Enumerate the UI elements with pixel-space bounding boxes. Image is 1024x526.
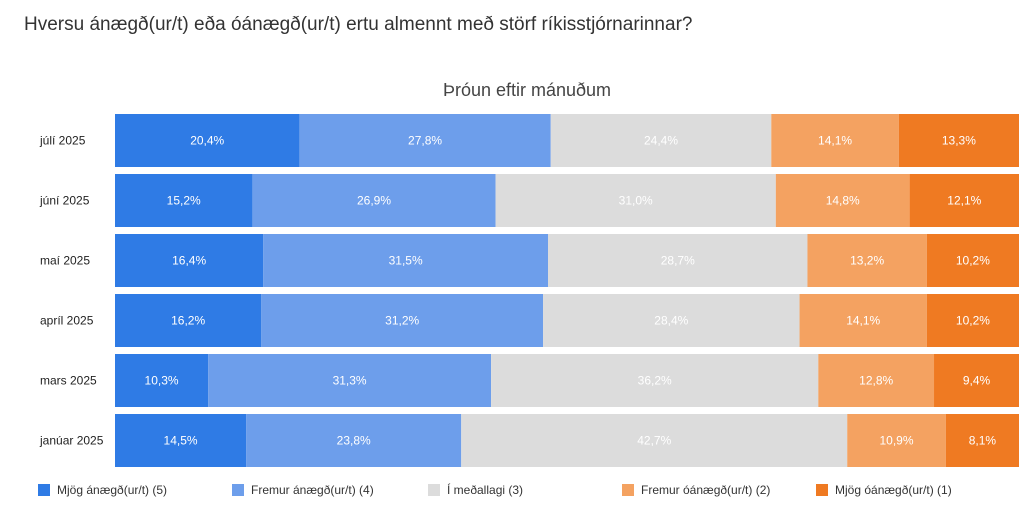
bar-value-label: 27,8% <box>408 134 442 148</box>
bar-value-label: 16,4% <box>172 254 206 268</box>
bar-value-label: 9,4% <box>963 374 991 388</box>
bar-segment <box>491 354 819 407</box>
survey-question: Hversu ánægð(ur/t) eða óánægð(ur/t) ertu… <box>24 14 693 35</box>
bar-segment <box>548 234 808 287</box>
legend-swatch <box>38 484 50 496</box>
bar-segment <box>898 114 1019 167</box>
bar-segment <box>909 174 1019 227</box>
bar-segment <box>115 174 253 227</box>
bar-value-label: 10,3% <box>145 374 179 388</box>
legend-item: Fremur óánægð(ur/t) (2) <box>622 483 770 497</box>
bar-row: 10,3% 31,3% 36,2% 12,8% 9,4% <box>115 354 1019 407</box>
bar-value-label: 14,5% <box>164 434 198 448</box>
bar-value-label: 12,1% <box>947 194 981 208</box>
bar-value-label: 10,2% <box>956 314 990 328</box>
legend-label: Fremur ánægð(ur/t) (4) <box>251 483 374 497</box>
legend-label: Fremur óánægð(ur/t) (2) <box>641 483 770 497</box>
legend-label: Mjög óánægð(ur/t) (1) <box>835 483 952 497</box>
bar-value-label: 16,2% <box>171 314 205 328</box>
category-label: apríl 2025 <box>40 314 94 328</box>
bar-value-label: 13,3% <box>942 134 976 148</box>
bars-group: 20,4% 27,8% 24,4% 14,1% 13,3% 15,2% 26,9% 31,0%… <box>115 114 1019 467</box>
bar-segment <box>550 114 772 167</box>
bar-value-label: 42,7% <box>637 434 671 448</box>
bar-value-label: 14,1% <box>818 134 852 148</box>
bar-row: 14,5% 23,8% 42,7% 10,9% 8,1% <box>115 414 1019 467</box>
bar-segment <box>299 114 551 167</box>
bar-value-label: 14,8% <box>826 194 860 208</box>
bar-row: 20,4% 27,8% 24,4% 14,1% 13,3% <box>115 114 1019 167</box>
bar-segment <box>115 294 262 347</box>
bar-value-label: 31,2% <box>385 314 419 328</box>
category-label: júlí 2025 <box>39 134 86 148</box>
bar-segment <box>926 234 1019 287</box>
bar-segment <box>252 174 496 227</box>
bar-value-label: 10,2% <box>956 254 990 268</box>
bar-value-label: 12,8% <box>859 374 893 388</box>
bar-segment <box>263 234 549 287</box>
legend-swatch <box>816 484 828 496</box>
bar-segment <box>115 414 247 467</box>
legend-label: Mjög ánægð(ur/t) (5) <box>57 483 167 497</box>
bar-segment <box>461 414 848 467</box>
legend: Mjög ánægð(ur/t) (5) Fremur ánægð(ur/t) (… <box>38 482 952 497</box>
bar-value-label: 31,5% <box>389 254 423 268</box>
bar-row: 16,2% 31,2% 28,4% 14,1% 10,2% <box>115 294 1019 347</box>
bar-segment <box>115 114 300 167</box>
bar-value-label: 31,0% <box>619 194 653 208</box>
chart-title: Þróun eftir mánuðum <box>443 80 611 100</box>
bar-value-label: 28,4% <box>654 314 688 328</box>
bar-value-label: 13,2% <box>850 254 884 268</box>
legend-label: Í meðallagi (3) <box>447 482 523 497</box>
legend-swatch <box>622 484 634 496</box>
bar-segment <box>945 414 1019 467</box>
legend-item: Mjög óánægð(ur/t) (1) <box>816 483 952 497</box>
bar-segment <box>543 294 800 347</box>
bar-segment <box>115 234 264 287</box>
bar-segment <box>261 294 544 347</box>
bar-value-label: 15,2% <box>167 194 201 208</box>
bar-value-label: 23,8% <box>337 434 371 448</box>
bar-segment <box>208 354 492 407</box>
bar-segment <box>934 354 1019 407</box>
legend-item: Í meðallagi (3) <box>428 482 523 497</box>
legend-item: Fremur ánægð(ur/t) (4) <box>232 483 374 497</box>
bar-value-label: 26,9% <box>357 194 391 208</box>
bar-value-label: 24,4% <box>644 134 678 148</box>
bar-row: 15,2% 26,9% 31,0% 14,8% 12,1% <box>115 174 1019 227</box>
bar-row: 16,4% 31,5% 28,7% 13,2% 10,2% <box>115 234 1019 287</box>
legend-swatch <box>232 484 244 496</box>
bar-value-label: 20,4% <box>190 134 224 148</box>
bar-value-label: 36,2% <box>638 374 672 388</box>
category-label: mars 2025 <box>40 374 97 388</box>
bar-segment <box>926 294 1019 347</box>
bar-segment <box>818 354 935 407</box>
bar-segment <box>495 174 776 227</box>
bar-segment <box>807 234 927 287</box>
legend-item: Mjög ánægð(ur/t) (5) <box>38 483 167 497</box>
bar-segment <box>799 294 927 347</box>
bar-value-label: 31,3% <box>333 374 367 388</box>
bar-value-label: 28,7% <box>661 254 695 268</box>
bar-segment <box>771 114 899 167</box>
bar-segment <box>246 414 462 467</box>
category-label: júní 2025 <box>39 194 90 208</box>
bar-value-label: 8,1% <box>969 434 997 448</box>
category-label: janúar 2025 <box>39 434 104 448</box>
bar-segment <box>847 414 946 467</box>
bar-segment <box>775 174 910 227</box>
bar-segment <box>115 354 209 407</box>
bar-value-label: 10,9% <box>879 434 913 448</box>
legend-swatch <box>428 484 440 496</box>
category-label: maí 2025 <box>40 254 90 268</box>
category-labels: júlí 2025 júní 2025 maí 2025 apríl 2025 mars… <box>39 134 104 448</box>
bar-value-label: 14,1% <box>846 314 880 328</box>
